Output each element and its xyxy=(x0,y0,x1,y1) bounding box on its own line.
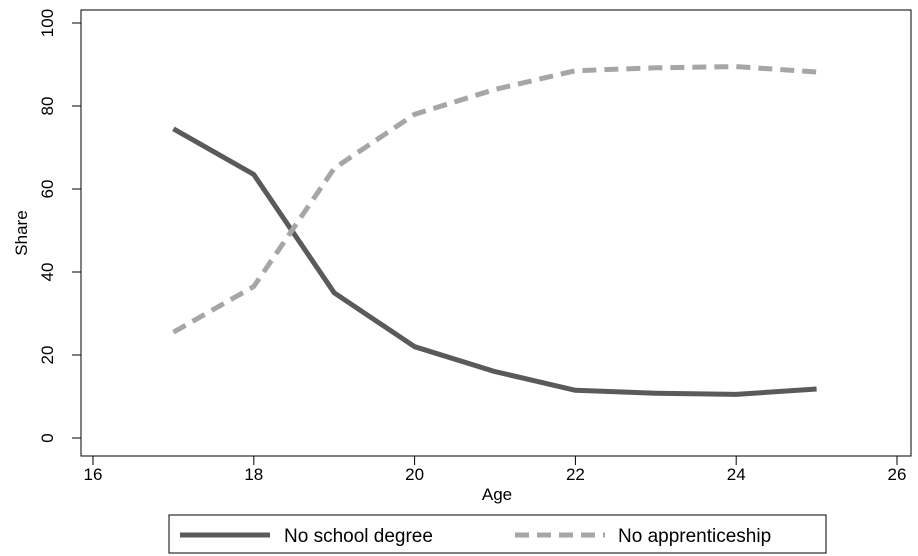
x-tick-label: 22 xyxy=(566,465,585,484)
legend-label-no-apprenticeship: No apprenticeship xyxy=(618,526,771,547)
x-tick-label: 18 xyxy=(244,465,263,484)
y-tick-label: 100 xyxy=(38,9,57,37)
x-axis-title: Age xyxy=(482,485,512,504)
y-axis-title: Share xyxy=(12,210,31,255)
series-line-no-school-degree xyxy=(172,126,817,397)
legend-box xyxy=(168,514,827,554)
x-tick-label: 16 xyxy=(84,465,103,484)
series-group xyxy=(172,64,817,397)
y-tick-label: 60 xyxy=(38,180,57,199)
series-line-no-apprenticeship xyxy=(172,64,817,335)
plot-frame xyxy=(80,9,912,457)
y-axis: 0 20 40 60 80 100 xyxy=(38,9,82,443)
y-tick-label: 0 xyxy=(38,433,57,442)
y-tick-label: 20 xyxy=(38,346,57,365)
legend-label-no-school-degree: No school degree xyxy=(284,526,433,547)
legend: No school degree No apprenticeship xyxy=(168,514,827,554)
x-tick-label: 26 xyxy=(888,465,907,484)
x-tick-label: 20 xyxy=(405,465,424,484)
y-tick-label: 80 xyxy=(38,97,57,116)
x-tick-label: 24 xyxy=(727,465,746,484)
y-tick-label: 40 xyxy=(38,263,57,282)
x-axis: 16 18 20 22 24 26 xyxy=(84,455,907,484)
